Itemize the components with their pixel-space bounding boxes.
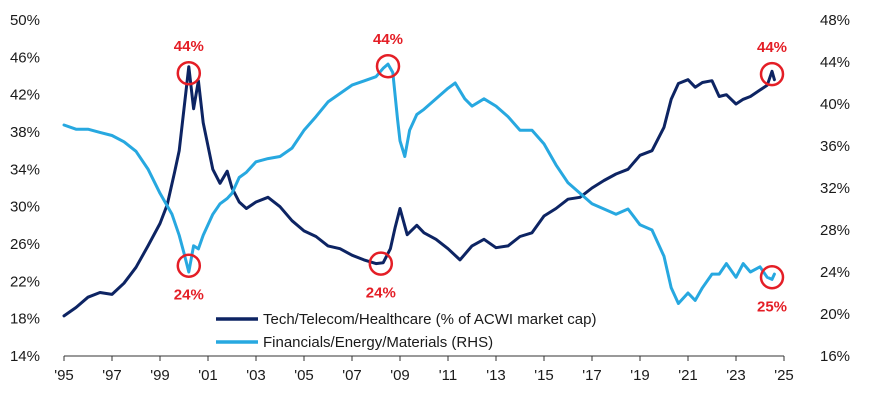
y-right-tick-label: 40% [820, 96, 850, 113]
series-line-1 [62, 62, 776, 305]
y-right-tick-label: 24% [820, 264, 850, 281]
x-tick-label: '07 [342, 367, 362, 384]
legend-label-0: Tech/Telecom/Healthcare (% of ACWI marke… [263, 311, 596, 328]
y-right-tick-label: 16% [820, 348, 850, 365]
y-left-tick-label: 18% [10, 311, 40, 328]
x-tick-label: '95 [54, 367, 74, 384]
x-tick-label: '19 [630, 367, 650, 384]
y-left-tick-label: 42% [10, 87, 40, 104]
annotation-circle [759, 265, 785, 290]
x-tick-label: '01 [198, 367, 218, 384]
y-right-tick-label: 20% [820, 306, 850, 323]
y-right-tick-label: 48% [820, 12, 850, 29]
x-tick-label: '97 [102, 367, 122, 384]
annotation-circle [759, 61, 785, 87]
annotation-label: 25% [757, 298, 787, 315]
legend-label-1: Financials/Energy/Materials (RHS) [263, 334, 493, 351]
annotations: 44% 24% 44% 24% 44% 25% [174, 31, 787, 315]
y-right-tick-label: 36% [820, 138, 850, 155]
y-left-tick-label: 22% [10, 273, 40, 290]
x-tick-label: '15 [534, 367, 554, 384]
annotation-label: 44% [174, 38, 204, 55]
y-left-tick-label: 26% [10, 236, 40, 253]
x-tick-label: '05 [294, 367, 314, 384]
x-tick-label: '99 [150, 367, 170, 384]
y-right-tick-label: 44% [820, 54, 850, 71]
x-tick-label: '09 [390, 367, 410, 384]
annotation-circle [176, 60, 202, 86]
x-tick-label: '17 [582, 367, 602, 384]
series-line-0 [62, 65, 776, 318]
y-left-tick-label: 50% [10, 12, 40, 29]
y-left-tick-label: 30% [10, 199, 40, 216]
x-tick-label: '11 [439, 367, 457, 384]
legend: Tech/Telecom/Healthcare (% of ACWI marke… [216, 311, 596, 351]
y-right-tick-label: 28% [820, 222, 850, 239]
series-lines [62, 62, 776, 318]
x-tick-label: '23 [726, 367, 746, 384]
axes: '95 '97 '99 '01 '03 '05 '07 '09 '11 '13 '15 '17 '19 '… [10, 12, 850, 384]
annotation-label: 24% [174, 287, 204, 304]
x-tick-label: '13 [486, 367, 506, 384]
y-left-tick-label: 14% [10, 348, 40, 365]
annotation-label: 44% [757, 39, 787, 56]
x-tick-label: '03 [246, 367, 266, 384]
x-tick-label: '21 [678, 367, 698, 384]
y-left-tick-label: 38% [10, 124, 40, 141]
annotation-label: 44% [373, 31, 403, 48]
y-left-tick-label: 46% [10, 49, 40, 66]
annotation-circle [176, 253, 202, 278]
annotation-label: 24% [366, 285, 396, 302]
y-left-tick-label: 34% [10, 161, 40, 178]
annotation-circle [375, 53, 401, 79]
y-right-tick-label: 32% [820, 180, 850, 197]
x-tick-label: '25 [774, 367, 794, 384]
annotation-circle [368, 251, 394, 276]
